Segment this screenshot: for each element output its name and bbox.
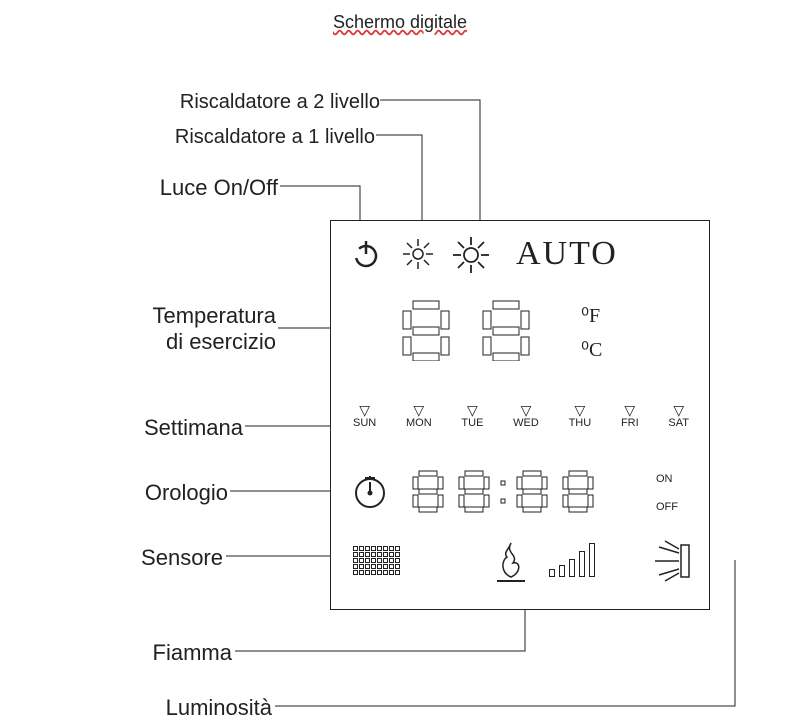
- flame-icon: [491, 539, 531, 590]
- weekday-row: ▽SUN ▽MON ▽TUE ▽WED ▽THU ▽FRI ▽SAT: [353, 403, 689, 429]
- label-brightness: Luminosità: [60, 695, 272, 721]
- label-sensor: Sensore: [60, 545, 223, 571]
- label-heater-1: Riscaldatore a 1 livello: [130, 125, 375, 149]
- on-label: ON: [656, 473, 673, 485]
- weekday-mon: ▽MON: [406, 403, 432, 429]
- weekday-thu: ▽THU: [569, 403, 592, 429]
- power-icon: [351, 239, 381, 274]
- weekday-sat: ▽SAT: [668, 403, 689, 429]
- display-panel: AUTO ⁰F ⁰C ▽SUN ▽MON ▽TUE ▽WED ▽THU ▽FRI ▽SAT: [330, 220, 710, 610]
- weekday-wed: ▽WED: [513, 403, 539, 429]
- weekday-sun: ▽SUN: [353, 403, 376, 429]
- callout-heater2: [380, 100, 480, 240]
- sun-large-icon: [451, 235, 491, 280]
- weekday-fri: ▽FRI: [621, 403, 639, 429]
- brightness-bars-icon: [549, 543, 595, 577]
- label-week: Settimana: [60, 415, 243, 441]
- auto-text: AUTO: [516, 235, 618, 273]
- celsius-label: ⁰C: [581, 337, 602, 362]
- clock-dial-icon: [353, 476, 387, 515]
- page-title: Schermo digitale: [333, 12, 467, 33]
- label-clock: Orologio: [60, 480, 228, 506]
- sun-small-icon: [401, 237, 435, 276]
- label-light-onoff: Luce On/Off: [60, 175, 278, 201]
- temp-digit-1: [401, 299, 457, 366]
- sensor-grid-icon: [353, 546, 400, 575]
- temp-digit-2: [481, 299, 537, 366]
- weekday-tue: ▽TUE: [461, 403, 483, 429]
- emitter-icon: [651, 539, 693, 588]
- label-heater-2: Riscaldatore a 2 livello: [130, 90, 380, 114]
- clock-digits: [411, 469, 641, 520]
- label-flame: Fiamma: [60, 640, 232, 666]
- off-label: OFF: [656, 501, 678, 513]
- fahrenheit-label: ⁰F: [581, 303, 600, 328]
- label-operating-temp: Temperatura di esercizio: [60, 303, 276, 356]
